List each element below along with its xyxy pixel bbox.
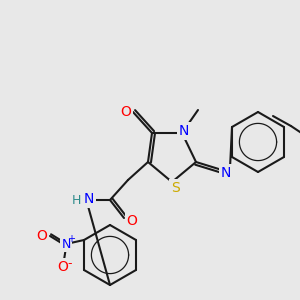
Text: N: N: [179, 124, 189, 138]
Text: N: N: [84, 192, 94, 206]
Text: S: S: [171, 181, 179, 195]
Text: H: H: [71, 194, 81, 206]
Text: O: O: [37, 229, 47, 243]
Text: N: N: [221, 166, 231, 180]
Text: N: N: [61, 238, 71, 250]
Text: +: +: [67, 234, 75, 244]
Text: O: O: [121, 105, 131, 119]
Text: -: -: [68, 257, 72, 271]
Text: O: O: [127, 214, 137, 228]
Text: O: O: [58, 260, 68, 274]
